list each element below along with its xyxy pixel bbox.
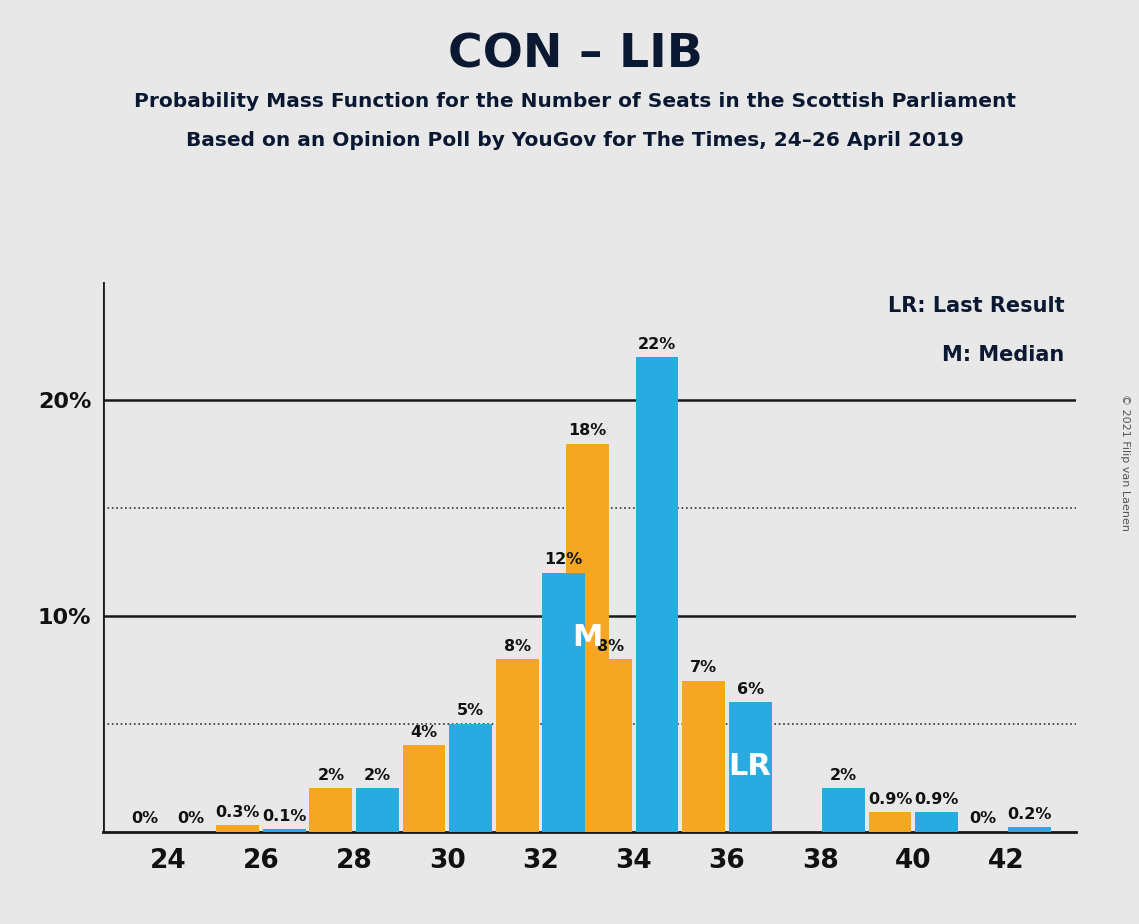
Bar — [682, 681, 726, 832]
Text: 12%: 12% — [544, 553, 583, 567]
Text: 0.3%: 0.3% — [215, 805, 260, 820]
Text: 8%: 8% — [597, 638, 624, 654]
Text: 8%: 8% — [503, 638, 531, 654]
Bar — [402, 746, 445, 832]
Bar — [566, 444, 608, 832]
Text: 0.2%: 0.2% — [1008, 807, 1052, 822]
Text: 0%: 0% — [131, 811, 158, 826]
Text: CON – LIB: CON – LIB — [448, 32, 703, 78]
Bar — [1008, 827, 1051, 832]
Text: 2%: 2% — [318, 768, 344, 784]
Text: 0.9%: 0.9% — [868, 792, 912, 807]
Bar — [542, 573, 585, 832]
Bar — [449, 723, 492, 832]
Text: Based on an Opinion Poll by YouGov for The Times, 24–26 April 2019: Based on an Opinion Poll by YouGov for T… — [187, 131, 964, 151]
Text: LR: LR — [729, 752, 771, 782]
Bar — [357, 788, 399, 832]
Bar — [636, 358, 679, 832]
Bar — [216, 825, 259, 832]
Text: 0%: 0% — [969, 811, 997, 826]
Text: Probability Mass Function for the Number of Seats in the Scottish Parliament: Probability Mass Function for the Number… — [134, 92, 1016, 112]
Bar — [589, 659, 632, 832]
Text: © 2021 Filip van Laenen: © 2021 Filip van Laenen — [1120, 394, 1130, 530]
Text: LR: Last Result: LR: Last Result — [888, 296, 1065, 316]
Text: 7%: 7% — [690, 661, 718, 675]
Text: 22%: 22% — [638, 337, 677, 352]
Text: 4%: 4% — [410, 725, 437, 740]
Text: 0%: 0% — [178, 811, 205, 826]
Text: 0.1%: 0.1% — [262, 809, 306, 824]
Bar — [822, 788, 865, 832]
Bar — [495, 659, 539, 832]
Bar — [263, 830, 305, 832]
Bar — [729, 702, 771, 832]
Bar — [915, 812, 958, 832]
Text: M: M — [572, 623, 603, 652]
Text: 18%: 18% — [568, 423, 606, 438]
Text: 0.9%: 0.9% — [915, 792, 959, 807]
Bar — [310, 788, 352, 832]
Text: 2%: 2% — [830, 768, 857, 784]
Text: M: Median: M: Median — [942, 345, 1065, 365]
Text: 2%: 2% — [363, 768, 391, 784]
Text: 6%: 6% — [737, 682, 764, 697]
Text: 5%: 5% — [457, 703, 484, 719]
Bar — [869, 812, 911, 832]
